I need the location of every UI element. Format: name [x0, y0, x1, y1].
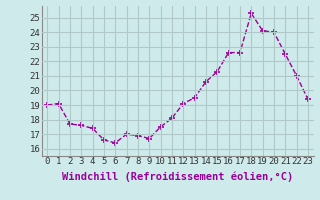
X-axis label: Windchill (Refroidissement éolien,°C): Windchill (Refroidissement éolien,°C)	[62, 172, 293, 182]
